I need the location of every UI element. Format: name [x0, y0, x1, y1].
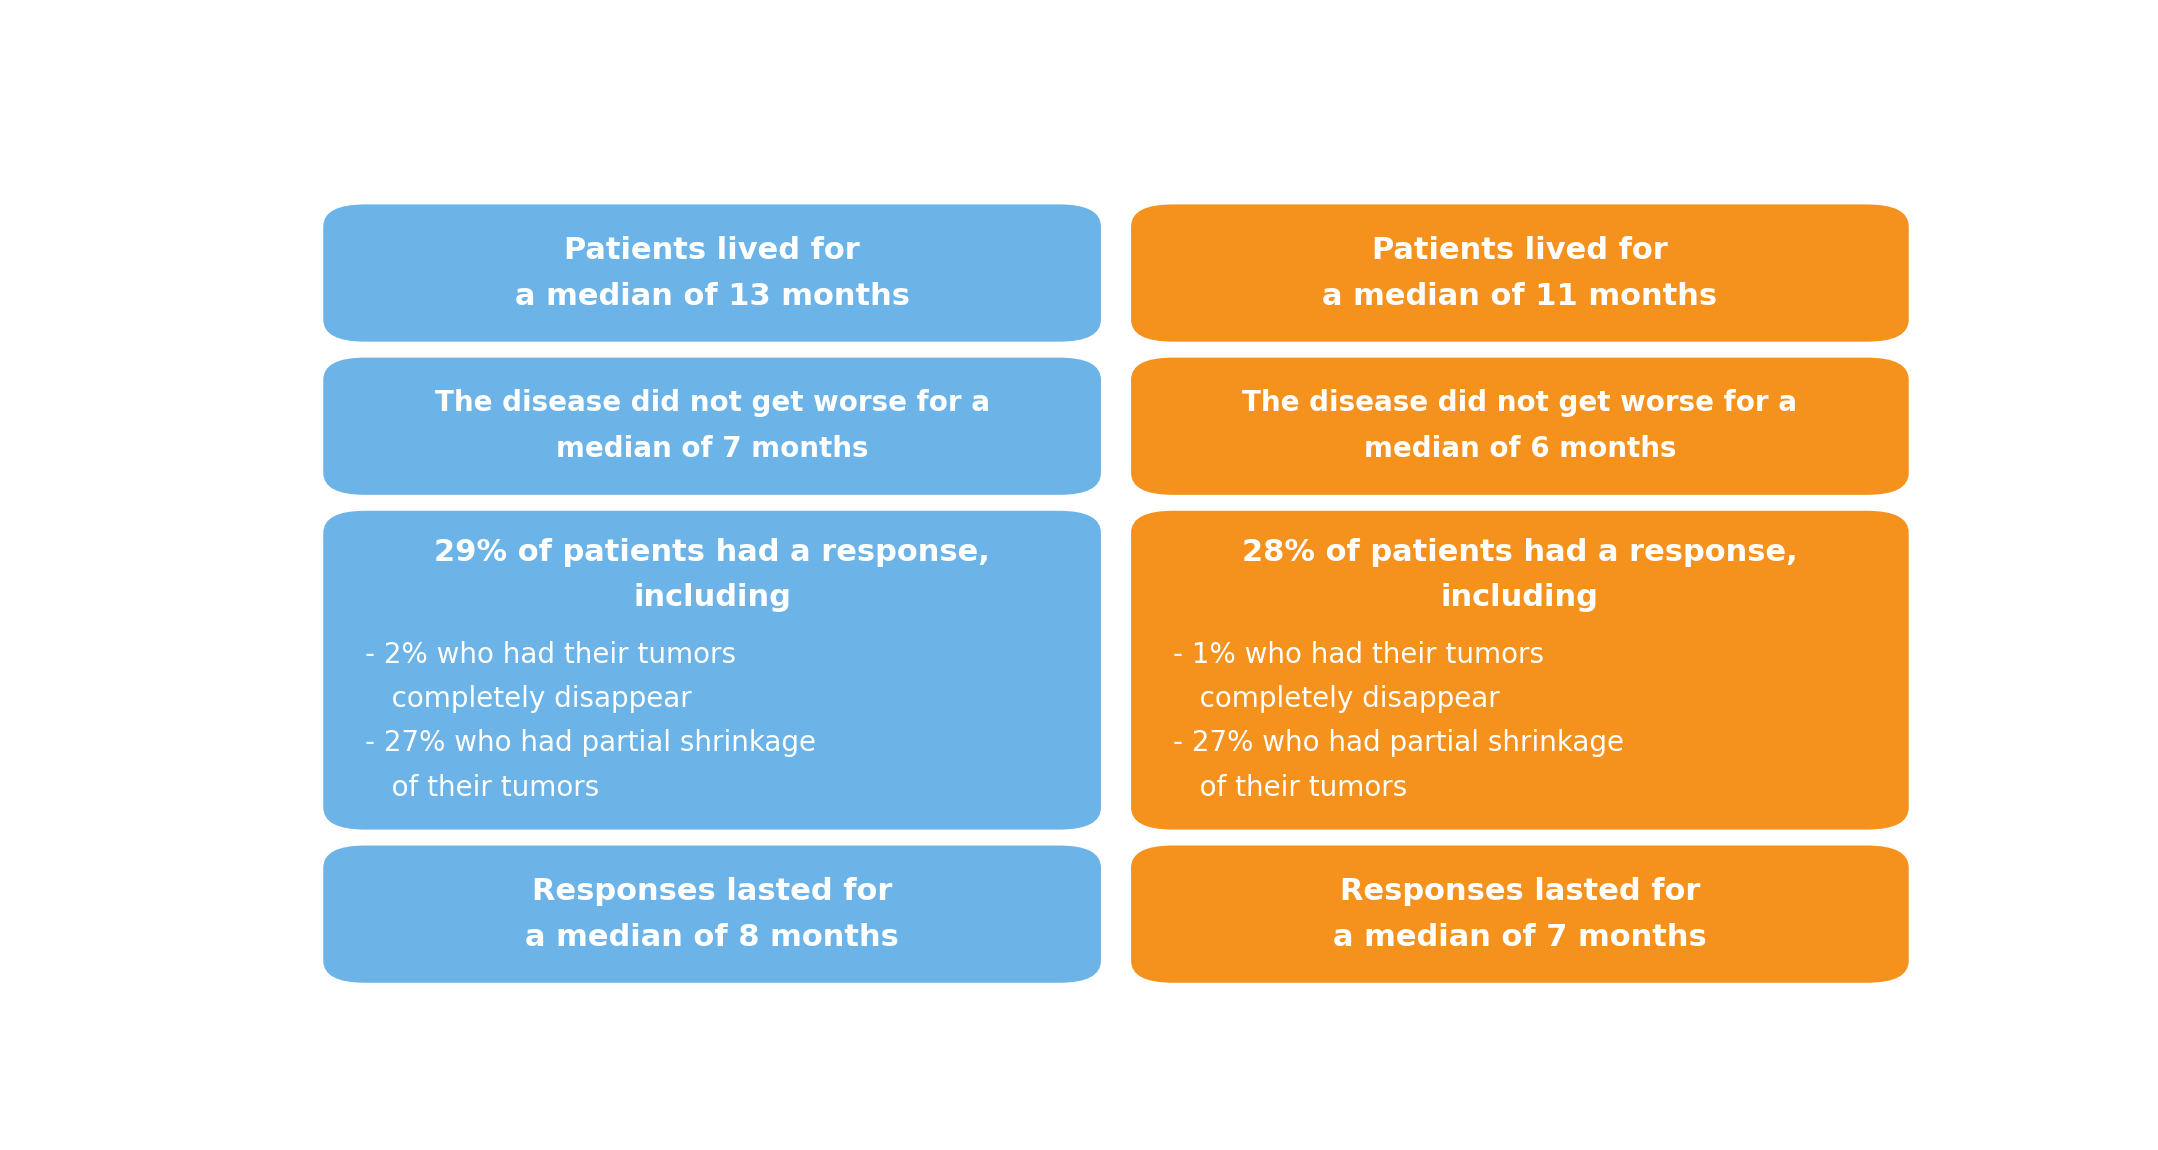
Text: completely disappear: completely disappear — [365, 685, 693, 713]
Text: 28% of patients had a response,: 28% of patients had a response, — [1243, 538, 1798, 567]
FancyBboxPatch shape — [324, 205, 1101, 342]
Text: of their tumors: of their tumors — [365, 774, 600, 802]
Text: including: including — [1442, 583, 1599, 612]
Text: including: including — [632, 583, 792, 612]
Text: Patients lived for: Patients lived for — [563, 236, 861, 264]
Text: Patients lived for: Patients lived for — [1372, 236, 1668, 264]
FancyBboxPatch shape — [324, 511, 1101, 829]
Text: a median of 11 months: a median of 11 months — [1323, 282, 1718, 310]
Text: - 27% who had partial shrinkage: - 27% who had partial shrinkage — [1174, 729, 1623, 757]
Text: a median of 7 months: a median of 7 months — [1334, 922, 1707, 952]
FancyBboxPatch shape — [1131, 358, 1908, 494]
Text: median of 7 months: median of 7 months — [557, 435, 868, 463]
FancyBboxPatch shape — [324, 845, 1101, 983]
Text: The disease did not get worse for a: The disease did not get worse for a — [434, 389, 991, 417]
FancyBboxPatch shape — [324, 358, 1101, 494]
Text: a median of 13 months: a median of 13 months — [514, 282, 911, 310]
Text: - 2% who had their tumors: - 2% who had their tumors — [365, 641, 736, 668]
Text: median of 6 months: median of 6 months — [1364, 435, 1677, 463]
Text: Responses lasted for: Responses lasted for — [1340, 876, 1701, 905]
Text: a median of 8 months: a median of 8 months — [524, 922, 900, 952]
Text: 29% of patients had a response,: 29% of patients had a response, — [434, 538, 991, 567]
FancyBboxPatch shape — [1131, 511, 1908, 829]
FancyBboxPatch shape — [1131, 205, 1908, 342]
Text: Responses lasted for: Responses lasted for — [531, 876, 891, 905]
FancyBboxPatch shape — [1131, 845, 1908, 983]
Text: completely disappear: completely disappear — [1174, 685, 1500, 713]
Text: of their tumors: of their tumors — [1174, 774, 1407, 802]
Text: - 27% who had partial shrinkage: - 27% who had partial shrinkage — [365, 729, 816, 757]
Text: The disease did not get worse for a: The disease did not get worse for a — [1243, 389, 1798, 417]
Text: - 1% who had their tumors: - 1% who had their tumors — [1174, 641, 1543, 668]
